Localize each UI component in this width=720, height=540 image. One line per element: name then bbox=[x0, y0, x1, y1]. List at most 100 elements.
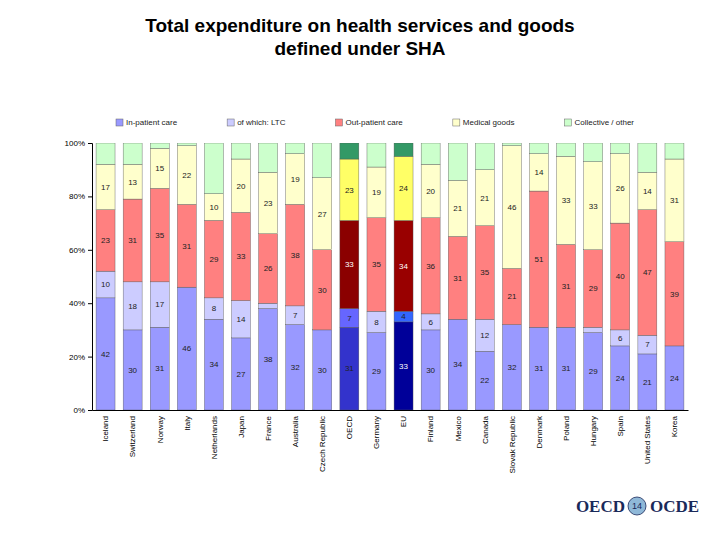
legend-item: Out-patient care bbox=[335, 118, 403, 127]
x-tick-label: Czech Republic bbox=[318, 416, 327, 472]
data-label: 7 bbox=[293, 311, 298, 320]
bar-segment bbox=[638, 335, 657, 354]
x-tick: Denmark bbox=[535, 415, 544, 448]
data-label: 21 bbox=[507, 292, 516, 301]
bar-segment bbox=[475, 351, 494, 410]
data-label: 21 bbox=[453, 204, 462, 213]
y-tick: 40% bbox=[69, 299, 92, 308]
bar-segment bbox=[367, 218, 386, 311]
x-tick-label: EU bbox=[399, 416, 408, 427]
title-line: defined under SHA bbox=[274, 38, 445, 59]
data-label: 31 bbox=[562, 364, 571, 373]
data-label: 21 bbox=[480, 194, 489, 203]
bar-segment bbox=[665, 242, 684, 346]
data-label: 13 bbox=[128, 178, 137, 187]
data-label: 34 bbox=[209, 360, 218, 369]
data-label: 31 bbox=[128, 236, 137, 245]
y-axis: 0%20%40%60%80%100% bbox=[65, 139, 93, 415]
bar-segment bbox=[96, 143, 115, 164]
bar-segment bbox=[96, 271, 115, 298]
bar-segment bbox=[259, 303, 278, 308]
bar-segment bbox=[204, 194, 223, 221]
x-axis: IcelandSwitzerlandNorwayItalyNetherlands… bbox=[93, 411, 689, 474]
data-label: 8 bbox=[374, 318, 379, 327]
x-tick: Switzerland bbox=[128, 416, 137, 457]
y-tick-mark bbox=[88, 143, 92, 144]
data-label: 29 bbox=[209, 255, 218, 264]
series bbox=[96, 146, 684, 269]
x-tick: Korea bbox=[670, 415, 679, 437]
data-label: 26 bbox=[264, 264, 273, 273]
data-label: 42 bbox=[101, 350, 110, 359]
bar-segment bbox=[421, 164, 440, 217]
data-label: 34 bbox=[453, 360, 462, 369]
x-tick-label: Germany bbox=[372, 416, 381, 449]
bar-segment bbox=[502, 325, 521, 410]
data-label: 17 bbox=[155, 300, 164, 309]
data-label: 39 bbox=[670, 290, 679, 299]
y-tick-label: 20% bbox=[69, 353, 85, 362]
bar-segment bbox=[638, 172, 657, 209]
data-label: 14 bbox=[535, 168, 544, 177]
bar-segment bbox=[475, 226, 494, 319]
legend-swatch bbox=[453, 119, 460, 126]
bar-segment bbox=[530, 191, 549, 327]
data-label: 34 bbox=[399, 262, 408, 271]
data-label: 15 bbox=[155, 164, 164, 173]
x-tick-label: Mexico bbox=[454, 415, 463, 441]
data-label: 46 bbox=[182, 344, 191, 353]
legend-label: Collective / other bbox=[574, 118, 634, 127]
page-badge bbox=[628, 497, 646, 515]
x-tick: Japan bbox=[237, 416, 246, 438]
bar-segment bbox=[665, 143, 684, 159]
data-label: 14 bbox=[237, 315, 246, 324]
bar-segment bbox=[367, 143, 386, 167]
y-tick-label: 40% bbox=[69, 299, 85, 308]
chart: Total expenditure on health services and… bbox=[0, 0, 720, 540]
legend-item: In-patient care bbox=[116, 118, 178, 127]
y-tick-mark bbox=[88, 303, 92, 304]
y-tick-label: 80% bbox=[69, 192, 85, 201]
bar-segment bbox=[150, 188, 169, 281]
bar-segment bbox=[557, 143, 576, 156]
data-label: 6 bbox=[428, 318, 433, 327]
data-label: 38 bbox=[264, 355, 273, 364]
data-label: 19 bbox=[291, 175, 300, 184]
data-label: 7 bbox=[645, 340, 650, 349]
bar-segment bbox=[475, 143, 494, 170]
x-axis-line bbox=[93, 410, 689, 411]
data-label: 31 bbox=[535, 364, 544, 373]
data-label: 22 bbox=[182, 171, 191, 180]
bar-segment bbox=[448, 236, 467, 319]
data-label: 40 bbox=[616, 272, 625, 281]
x-tick: Slovak Republic bbox=[508, 416, 517, 473]
x-tick: United States bbox=[643, 416, 652, 464]
bar-segment bbox=[448, 180, 467, 236]
bar-segment bbox=[150, 143, 169, 148]
x-tick: France bbox=[264, 415, 273, 440]
data-label: 30 bbox=[318, 366, 327, 375]
bar-segment bbox=[340, 327, 359, 410]
bars bbox=[96, 143, 684, 410]
bar-segment bbox=[611, 154, 630, 223]
data-label: 4 bbox=[401, 312, 406, 321]
y-tick-label: 100% bbox=[65, 139, 85, 148]
x-tick: Hungary bbox=[589, 416, 598, 446]
y-tick: 0% bbox=[73, 406, 92, 415]
bar-segment bbox=[530, 154, 549, 191]
legend: In-patient careof which: LTCOut-patient … bbox=[116, 118, 634, 127]
bar-segment bbox=[367, 333, 386, 410]
x-tick-label: Spain bbox=[616, 416, 625, 436]
bar-segment bbox=[475, 319, 494, 351]
bar-segment bbox=[204, 319, 223, 410]
bar-segment bbox=[177, 146, 196, 205]
data-label: 29 bbox=[589, 284, 598, 293]
data-label: 33 bbox=[345, 260, 354, 269]
bar-segment bbox=[340, 143, 359, 159]
title-line: Total expenditure on health services and… bbox=[145, 15, 574, 36]
bar-segment bbox=[232, 212, 251, 300]
x-tick: Finland bbox=[426, 416, 435, 442]
x-tick-label: OECD bbox=[345, 416, 354, 439]
logo-text: OCDE bbox=[650, 497, 699, 516]
bar-segment bbox=[96, 298, 115, 410]
